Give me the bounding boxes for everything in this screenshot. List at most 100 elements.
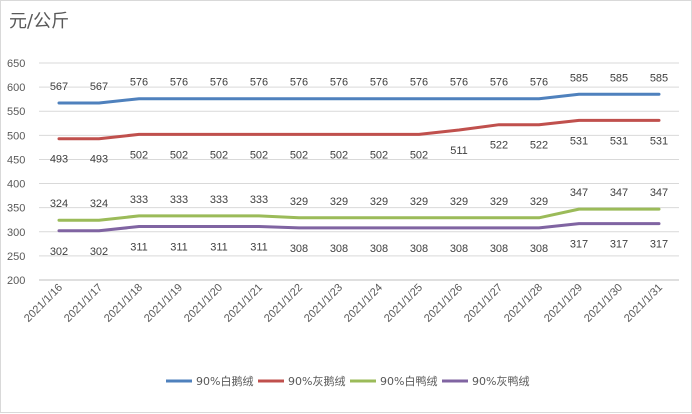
- data-label: 502: [330, 149, 348, 161]
- data-label: 576: [210, 77, 228, 89]
- x-tick-label: 2021/1/28: [502, 282, 545, 325]
- data-label: 347: [610, 187, 628, 199]
- x-tick-label: 2021/1/18: [102, 282, 145, 325]
- data-label: 493: [50, 154, 68, 166]
- x-tick-label: 2021/1/16: [22, 282, 65, 325]
- data-label: 311: [170, 241, 188, 253]
- data-label: 308: [450, 243, 468, 255]
- data-label: 333: [130, 194, 148, 206]
- data-label: 585: [650, 72, 668, 84]
- y-tick-label: 500: [7, 130, 25, 142]
- y-tick-label: 550: [7, 106, 25, 118]
- x-tick-label: 2021/1/26: [422, 282, 465, 325]
- series-line: [57, 92, 661, 105]
- legend-label: 90%白鹅绒: [196, 374, 253, 388]
- series-line: [57, 222, 661, 233]
- x-tick-label: 2021/1/20: [182, 282, 225, 325]
- legend-label: 90%灰鸭绒: [472, 374, 529, 388]
- x-tick-label: 2021/1/27: [462, 282, 505, 325]
- data-label: 347: [570, 187, 588, 199]
- x-tick-label: 2021/1/30: [582, 282, 625, 325]
- data-label: 585: [570, 72, 588, 84]
- data-label: 329: [410, 196, 428, 208]
- data-label: 308: [370, 243, 388, 255]
- x-tick-label: 2021/1/17: [62, 282, 105, 325]
- data-label: 522: [490, 140, 508, 152]
- data-label: 302: [90, 246, 108, 258]
- y-tick-label: 400: [7, 179, 25, 191]
- legend-label: 90%灰鹅绒: [288, 374, 345, 388]
- y-tick-label: 450: [7, 154, 25, 166]
- x-tick-label: 2021/1/29: [542, 282, 585, 325]
- data-label: 576: [290, 77, 308, 89]
- x-tick-label: 2021/1/31: [622, 282, 665, 325]
- data-label: 333: [250, 194, 268, 206]
- data-label: 317: [650, 239, 668, 251]
- data-label: 576: [410, 77, 428, 89]
- data-label: 576: [530, 77, 548, 89]
- x-tick-label: 2021/1/24: [342, 282, 385, 325]
- data-label: 333: [170, 194, 188, 206]
- data-label: 531: [610, 135, 628, 147]
- legend-label: 90%白鸭绒: [380, 374, 437, 388]
- y-tick-label: 250: [7, 251, 25, 263]
- data-label: 511: [450, 145, 468, 157]
- data-label: 567: [90, 81, 108, 93]
- data-label: 302: [50, 246, 68, 258]
- data-label: 311: [130, 241, 148, 253]
- data-label: 324: [50, 198, 68, 210]
- series-line: [57, 118, 661, 141]
- data-label: 308: [410, 243, 428, 255]
- data-label: 311: [210, 241, 228, 253]
- y-tick-label: 300: [7, 227, 25, 239]
- data-label: 329: [290, 196, 308, 208]
- data-label: 576: [330, 77, 348, 89]
- data-label: 308: [490, 243, 508, 255]
- data-label: 333: [210, 194, 228, 206]
- data-label: 308: [530, 243, 548, 255]
- data-label: 324: [90, 198, 108, 210]
- y-tick-label: 350: [7, 203, 25, 215]
- data-label: 576: [450, 77, 468, 89]
- y-tick-label: 600: [7, 82, 25, 94]
- data-label: 317: [610, 239, 628, 251]
- data-label: 531: [650, 135, 668, 147]
- series-line: [57, 207, 661, 222]
- data-label: 576: [370, 77, 388, 89]
- data-label: 502: [210, 149, 228, 161]
- data-label: 502: [290, 149, 308, 161]
- data-label: 576: [490, 77, 508, 89]
- y-tick-label: 200: [7, 275, 25, 287]
- data-label: 576: [130, 77, 148, 89]
- x-tick-label: 2021/1/23: [302, 282, 345, 325]
- data-label: 531: [570, 135, 588, 147]
- data-label: 585: [610, 72, 628, 84]
- data-label: 329: [370, 196, 388, 208]
- x-tick-label: 2021/1/19: [142, 282, 185, 325]
- data-label: 522: [530, 140, 548, 152]
- data-label: 308: [330, 243, 348, 255]
- y-unit-label: 元/公斤: [9, 11, 70, 32]
- data-label: 567: [50, 81, 68, 93]
- data-label: 576: [250, 77, 268, 89]
- data-label: 329: [450, 196, 468, 208]
- data-label: 347: [650, 187, 668, 199]
- data-label: 576: [170, 77, 188, 89]
- data-label: 317: [570, 239, 588, 251]
- data-label: 502: [170, 149, 188, 161]
- x-tick-label: 2021/1/21: [222, 282, 265, 325]
- data-label: 502: [130, 149, 148, 161]
- y-tick-label: 650: [7, 58, 25, 70]
- data-label: 502: [250, 149, 268, 161]
- data-label: 311: [250, 241, 268, 253]
- data-label: 329: [490, 196, 508, 208]
- data-label: 329: [530, 196, 548, 208]
- data-label: 493: [90, 154, 108, 166]
- data-label: 329: [330, 196, 348, 208]
- data-label: 308: [290, 243, 308, 255]
- x-tick-label: 2021/1/25: [382, 282, 425, 325]
- data-label: 502: [410, 149, 428, 161]
- x-tick-label: 2021/1/22: [262, 282, 305, 325]
